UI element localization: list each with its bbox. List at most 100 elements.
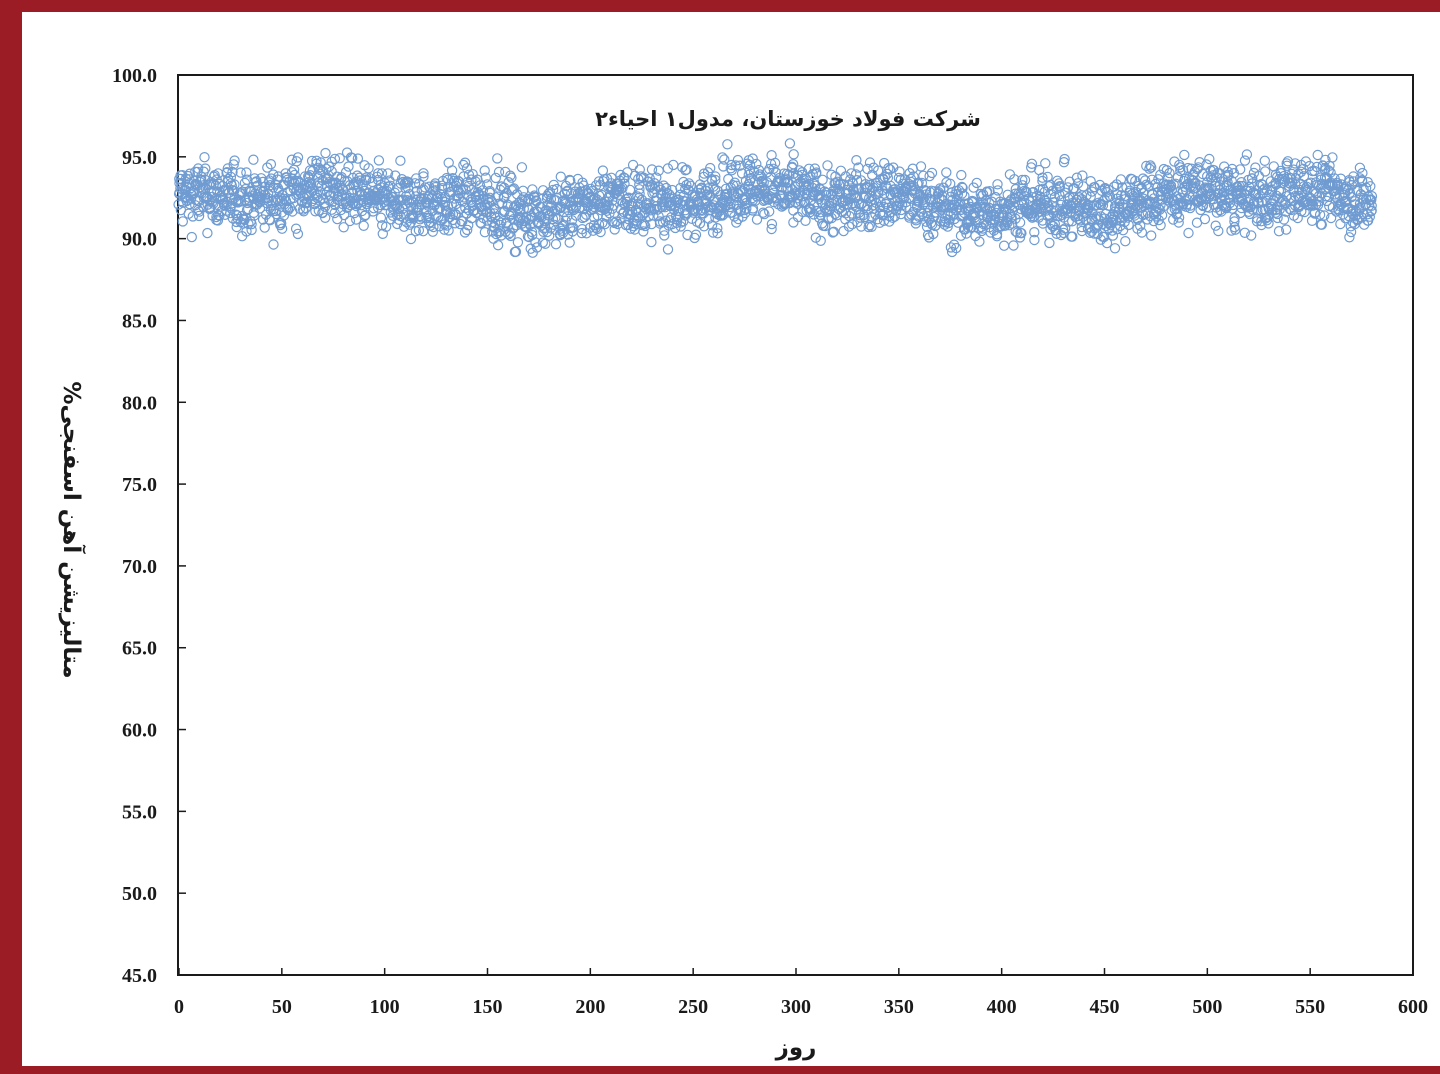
scatter-point bbox=[864, 179, 875, 191]
scatter-point bbox=[784, 138, 796, 149]
scatter-point bbox=[436, 193, 448, 205]
x-tick-label: 150 bbox=[473, 996, 503, 1018]
scatter-point bbox=[494, 219, 506, 231]
scatter-point bbox=[1302, 198, 1314, 209]
scatter-point bbox=[1136, 227, 1148, 238]
scatter-point bbox=[1078, 181, 1089, 192]
scatter-point bbox=[1123, 219, 1134, 231]
scatter-point bbox=[729, 177, 741, 188]
scatter-point bbox=[1323, 165, 1334, 176]
scatter-point bbox=[194, 176, 206, 188]
scatter-point bbox=[493, 166, 505, 178]
scatter-point bbox=[1364, 211, 1376, 222]
scatter-point bbox=[703, 213, 715, 224]
chart-title: شرکت فولاد خوزستان، مدول۱ احیاء۲ bbox=[595, 107, 981, 131]
scatter-point bbox=[1273, 225, 1285, 237]
scatter-point bbox=[390, 170, 401, 181]
scatter-point bbox=[344, 179, 356, 191]
scatter-point bbox=[913, 177, 924, 188]
scatter-point bbox=[461, 163, 473, 174]
scatter-point bbox=[624, 204, 636, 215]
scatter-point bbox=[508, 222, 519, 233]
scatter-point bbox=[802, 180, 814, 192]
scatter-point bbox=[344, 215, 356, 227]
scatter-point bbox=[243, 218, 254, 230]
scatter-point bbox=[941, 167, 952, 178]
y-tick-label: 60.0 bbox=[122, 720, 157, 742]
scatter-point bbox=[1130, 175, 1141, 187]
scatter-point bbox=[474, 194, 485, 205]
scatter-point bbox=[271, 208, 282, 220]
scatter-point bbox=[792, 198, 803, 209]
scatter-point bbox=[764, 163, 775, 175]
scatter-point bbox=[1184, 202, 1196, 214]
scatter-point bbox=[609, 224, 620, 235]
scatter-point bbox=[822, 160, 833, 171]
scatter-point bbox=[479, 165, 490, 176]
scatter-point bbox=[662, 163, 674, 174]
scatter-point bbox=[1099, 194, 1110, 205]
x-tick-label: 600 bbox=[1398, 996, 1428, 1018]
scatter-point bbox=[634, 188, 645, 199]
scatter-point bbox=[817, 174, 828, 185]
scatter-point bbox=[373, 155, 385, 166]
scatter-point bbox=[458, 159, 469, 171]
scatter-point bbox=[769, 157, 781, 169]
scatter-point bbox=[459, 227, 471, 238]
scatter-point bbox=[1314, 209, 1326, 220]
scatter-point bbox=[395, 155, 406, 166]
y-tick-label: 80.0 bbox=[122, 392, 157, 414]
scatter-point bbox=[1229, 216, 1240, 227]
scatter-point bbox=[320, 147, 331, 159]
scatter-point bbox=[1204, 153, 1215, 165]
scatter-point bbox=[619, 172, 630, 184]
scatter-point bbox=[246, 224, 257, 236]
scatter-point bbox=[224, 207, 236, 219]
scatter-point bbox=[596, 189, 608, 201]
scatter-point bbox=[1327, 152, 1338, 163]
scatter-point bbox=[846, 168, 857, 179]
scatter-point bbox=[212, 215, 224, 226]
scatter-point bbox=[1164, 167, 1175, 179]
scatter-point bbox=[683, 178, 695, 189]
scatter-point bbox=[460, 184, 471, 195]
scatter-point bbox=[646, 180, 658, 191]
scatter-point bbox=[1186, 163, 1197, 174]
scatter-point bbox=[259, 222, 270, 233]
scatter-point bbox=[354, 186, 366, 198]
scatter-point bbox=[734, 160, 746, 171]
scatter-point bbox=[1271, 171, 1283, 183]
scatter-point bbox=[510, 246, 522, 257]
scatter-point bbox=[843, 221, 855, 232]
scatter-point bbox=[307, 195, 318, 207]
x-tick-label: 450 bbox=[1090, 996, 1120, 1018]
scatter-point bbox=[652, 204, 663, 215]
x-tick-label: 50 bbox=[272, 996, 292, 1018]
scatter-point bbox=[1165, 180, 1177, 192]
scatter-point bbox=[177, 216, 188, 227]
scatter-point bbox=[774, 176, 785, 188]
y-tick-label: 50.0 bbox=[122, 883, 157, 905]
scatter-point bbox=[175, 182, 186, 194]
scatter-point bbox=[1280, 224, 1292, 235]
scatter-point bbox=[358, 195, 369, 207]
scatter-point bbox=[339, 209, 350, 221]
scatter-point bbox=[681, 179, 692, 191]
scatter-point bbox=[1173, 212, 1185, 223]
scatter-point bbox=[926, 167, 938, 179]
scatter-point bbox=[404, 188, 415, 200]
scatter-point bbox=[1234, 164, 1246, 175]
scatter-point bbox=[1213, 225, 1224, 237]
data-points bbox=[173, 138, 1378, 258]
scatter-point bbox=[859, 211, 870, 223]
scatter-point bbox=[1104, 191, 1116, 202]
scatter-point bbox=[1014, 217, 1026, 228]
scatter-point bbox=[1029, 234, 1040, 246]
scatter-point bbox=[751, 158, 762, 170]
scatter-point bbox=[670, 222, 681, 234]
scatter-point bbox=[199, 151, 210, 163]
scatter-point bbox=[344, 192, 356, 204]
scatter-point bbox=[640, 220, 651, 232]
scatter-point bbox=[459, 157, 471, 168]
scatter-point bbox=[725, 201, 736, 213]
